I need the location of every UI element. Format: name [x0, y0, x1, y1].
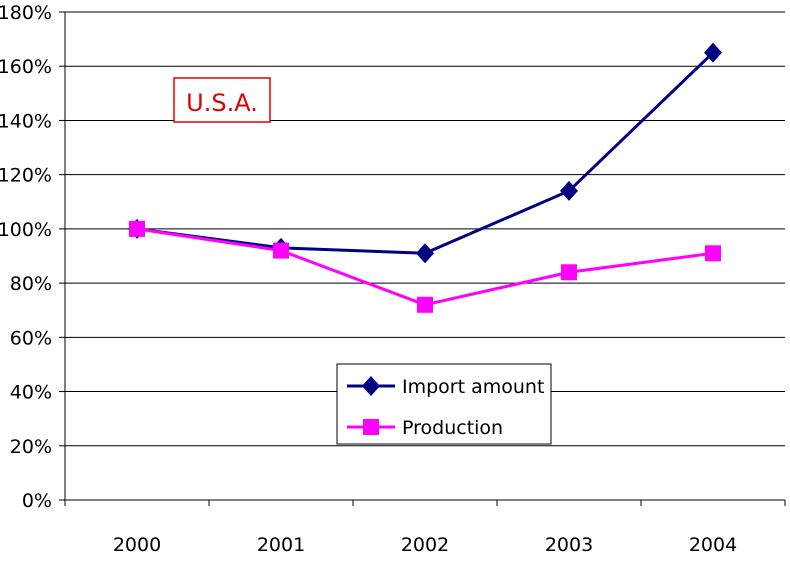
data-point-production — [705, 245, 721, 262]
y-tick-label: 60% — [10, 327, 52, 349]
x-tick-label: 2002 — [401, 534, 449, 556]
data-point-production — [273, 242, 289, 259]
legend-marker-square-icon — [363, 419, 379, 435]
y-tick-label: 40% — [10, 382, 52, 404]
y-tick-label: 140% — [0, 110, 52, 132]
legend: Import amount Production — [336, 363, 552, 445]
legend-label-import-amount: Import amount — [402, 376, 544, 398]
legend-label-production: Production — [402, 417, 503, 439]
annotation-text: U.S.A. — [186, 89, 258, 117]
annotation: U.S.A. — [173, 77, 271, 123]
y-tick-label: 100% — [0, 219, 52, 241]
y-tick-labels: 0% 20% 40% 60% 80% 100% 120% 140% 160% 180% — [0, 2, 52, 512]
y-tick-label: 160% — [0, 56, 52, 78]
legend-item-import-amount: Import amount — [347, 376, 544, 398]
x-tick-label: 2003 — [545, 534, 593, 556]
data-point-production — [129, 220, 145, 237]
annotation-box — [173, 77, 271, 123]
series-lines — [128, 42, 722, 313]
legend-item-production: Production — [347, 417, 503, 439]
y-tick-label: 20% — [10, 436, 52, 458]
y-tick-label: 180% — [0, 2, 52, 24]
legend-marker-diamond-icon — [362, 376, 380, 396]
data-point-import-amount — [416, 243, 434, 264]
y-tick-label: 0% — [22, 490, 52, 512]
data-point-production — [561, 264, 577, 281]
x-tick-label: 2001 — [257, 534, 305, 556]
y-tick-label: 120% — [0, 165, 52, 187]
x-tick-label: 2000 — [113, 534, 161, 556]
data-point-import-amount — [704, 42, 722, 63]
x-tick-label: 2004 — [689, 534, 737, 556]
axes — [59, 11, 786, 506]
data-point-production — [417, 296, 433, 313]
y-tick-label: 80% — [10, 273, 52, 295]
data-point-import-amount — [560, 180, 578, 201]
x-tick-labels: 2000 2001 2002 2003 2004 — [113, 534, 737, 556]
